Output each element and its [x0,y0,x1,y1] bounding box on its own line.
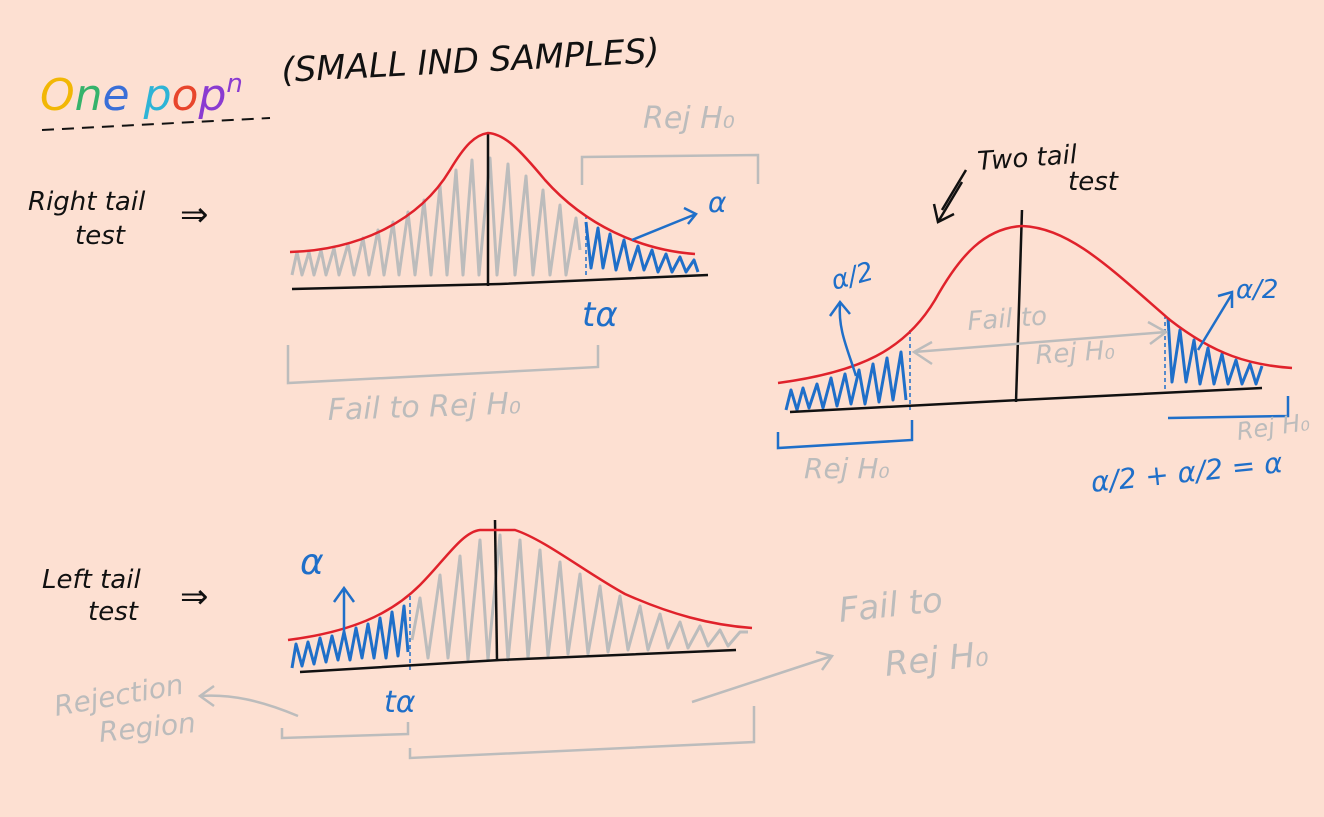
left-tail-crit: tα [384,685,416,720]
right-tail-label-2: test [75,221,126,251]
title-underline [41,117,271,131]
two-tail-section: Two tail test α/2 α/2 Fail to Rej H₀ Rej… [776,140,1312,499]
two-tail-left-hatch [784,350,908,412]
title-subtitle: (SMALL IND SAMPLES) [280,31,660,91]
left-tail-fail-hatch [410,533,748,662]
title-letter: n [226,69,242,99]
two-tail-equation: α/2 + α/2 = α [1089,446,1284,499]
two-tail-left-alpha-arrow [828,299,858,377]
two-tail-label: Two tail [976,140,1078,177]
left-tail-label-2: test [88,597,139,627]
two-tail-right-hatch [1166,317,1264,386]
two-tail-right-alpha-arrow [1196,290,1234,351]
two-tail-rej-right: Rej H₀ [1235,408,1312,446]
right-tail-fail-hatch [290,156,582,277]
left-tail-fail-label: Fail to [837,580,945,631]
left-tail-label: Left tail [42,565,141,595]
title-letter [130,70,144,121]
title-letter: e [103,70,130,121]
left-tail-implies: ⇒ [180,577,209,617]
two-tail-rej-left: Rej H₀ [804,452,890,485]
left-tail-mean-line [493,519,499,661]
title-letter: n [75,70,103,121]
left-tail-axis [299,648,737,674]
left-tail-rej-bracket [280,722,410,740]
two-tail-rej-right-bracket [1167,396,1290,420]
two-tail-axis [789,386,1263,414]
left-tail-rej-hatch [290,604,410,669]
left-tail-rej-arrow [197,684,299,718]
right-tail-crit: tα [582,295,618,335]
two-tail-fail-label-2: Rej H₀ [1034,335,1116,371]
left-tail-fail-bracket [408,706,756,760]
right-tail-section: Right tail test ⇒ α tα Rej H₀ Fail to Re… [28,101,760,428]
title-letter: p [197,70,226,121]
two-tail-pointer-arrow [932,169,968,224]
right-tail-rej-hatch [584,221,700,274]
left-tail-fail-arrow [691,650,835,704]
right-tail-fail-bracket [286,345,600,385]
two-tail-fail-double-arrow [911,320,1169,366]
left-tail-section: Left tail test ⇒ α tα Rejection Region F… [42,519,991,760]
two-tail-alpha-right: α/2 [1236,275,1278,305]
left-tail-fail-label-2: Rej H₀ [883,634,991,685]
left-tail-curve [287,528,753,642]
left-tail-alpha-arrow [332,585,356,636]
title-group: One popn (SMALL IND SAMPLES) [40,31,660,131]
right-tail-curve [289,131,696,256]
right-tail-fail-label: Fail to Rej H₀ [327,386,521,428]
right-tail-rej-label: Rej H₀ [643,101,735,136]
right-tail-label: Right tail [28,187,146,217]
right-tail-alpha-arrow [631,206,698,242]
two-tail-alpha-left: α/2 [828,257,877,297]
right-tail-alpha: α [708,186,727,219]
two-tail-mean-line [1014,209,1024,403]
right-tail-axis [291,273,709,291]
two-tail-rej-left-bracket [776,420,914,450]
title-letter: O [40,70,75,121]
title-letter: o [172,70,199,121]
two-tail-label-2: test [1068,167,1119,197]
title-letter: p [143,70,172,121]
right-tail-rej-bracket [580,153,760,185]
right-tail-implies: ⇒ [180,195,209,235]
left-tail-alpha: α [300,542,324,583]
two-tail-fail-label: Fail to [966,301,1048,336]
title-one-pop: One popn [40,69,243,121]
